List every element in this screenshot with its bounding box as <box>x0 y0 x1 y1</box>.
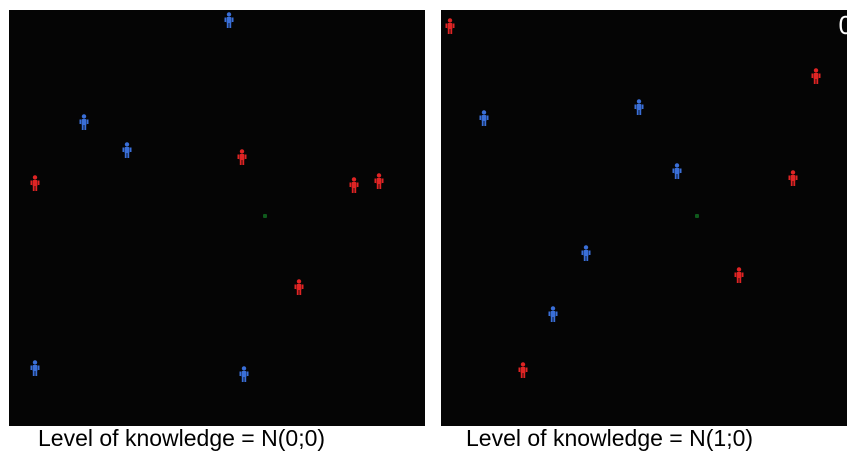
red-agent-person-icon <box>349 177 359 193</box>
red-agent-person-icon <box>30 175 40 191</box>
blue-agent-person-icon <box>239 366 249 382</box>
blue-agent-person-icon <box>224 12 234 28</box>
red-agent-person-icon <box>445 18 455 34</box>
blue-agent-person-icon <box>479 110 489 126</box>
blue-agent-person-icon <box>672 163 682 179</box>
center-dot <box>695 214 699 218</box>
simulation-panel-left <box>9 10 425 426</box>
corner-counter-text: 0 <box>838 10 847 40</box>
panel-caption-left: Level of knowledge = N(0;0) <box>38 425 326 451</box>
red-agent-person-icon <box>788 170 798 186</box>
red-agent-person-icon <box>237 149 247 165</box>
blue-agent-person-icon <box>122 142 132 158</box>
center-dot <box>263 214 267 218</box>
blue-agent-person-icon <box>634 99 644 115</box>
blue-agent-person-icon <box>30 360 40 376</box>
simulation-panel-right: 0 <box>441 10 847 426</box>
blue-agent-person-icon <box>79 114 89 130</box>
red-agent-person-icon <box>734 267 744 283</box>
blue-agent-person-icon <box>548 306 558 322</box>
red-agent-person-icon <box>518 362 528 378</box>
red-agent-person-icon <box>374 173 384 189</box>
panel-caption-right: Level of knowledge = N(1;0) <box>466 425 754 451</box>
red-agent-person-icon <box>811 68 821 84</box>
red-agent-person-icon <box>294 279 304 295</box>
blue-agent-person-icon <box>581 245 591 261</box>
